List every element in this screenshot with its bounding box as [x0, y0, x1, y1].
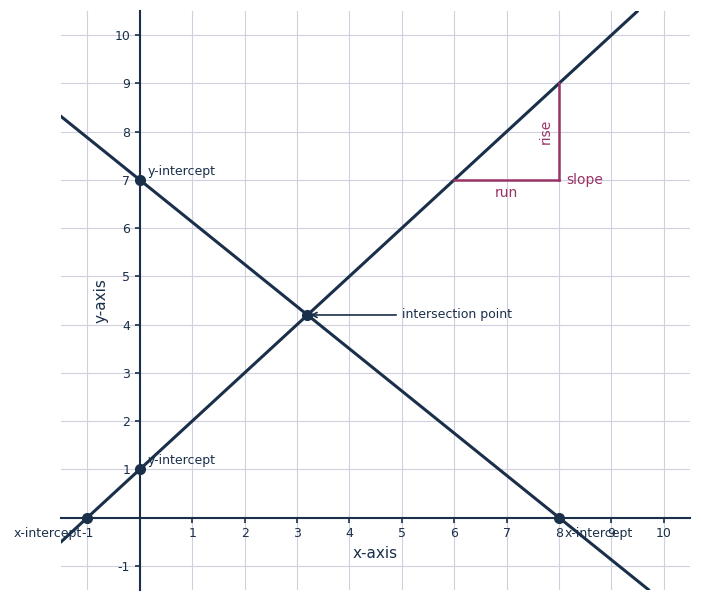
Text: y-intercept: y-intercept — [148, 454, 216, 467]
Text: run: run — [495, 186, 518, 200]
Y-axis label: y-axis: y-axis — [94, 278, 109, 323]
Text: y-intercept: y-intercept — [148, 165, 216, 177]
Text: rise: rise — [538, 119, 552, 144]
Text: x-intercept: x-intercept — [14, 527, 82, 540]
Text: slope: slope — [567, 173, 604, 187]
X-axis label: x-axis: x-axis — [353, 546, 398, 561]
Text: intersection point: intersection point — [312, 308, 512, 322]
Text: x-intercept: x-intercept — [564, 527, 632, 540]
